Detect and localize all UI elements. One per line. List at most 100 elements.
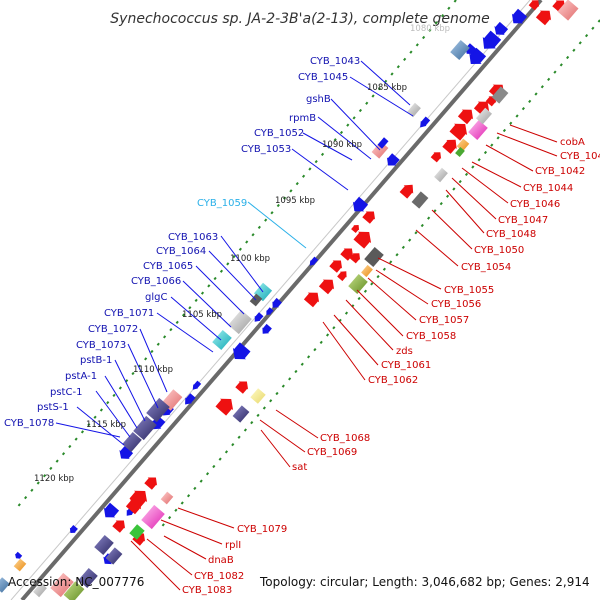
gene-label[interactable]: CYB_1042: [535, 166, 585, 177]
gene-label[interactable]: gshB: [306, 94, 331, 105]
gene-label[interactable]: CYB_1072: [88, 324, 138, 335]
gene-feature-block[interactable]: [13, 558, 27, 572]
gene-arrow-reverse[interactable]: [457, 109, 474, 125]
gene-label[interactable]: pstS-1: [37, 402, 69, 413]
gene-label[interactable]: glgC: [145, 292, 167, 303]
gene-label[interactable]: CYB_1073: [76, 340, 126, 351]
gene-label[interactable]: dnaB: [208, 555, 234, 566]
gene-arrow-reverse[interactable]: [235, 381, 249, 394]
gene-arrow-reverse[interactable]: [303, 292, 320, 308]
gene-label[interactable]: CYB_1052: [254, 128, 304, 139]
gene-feature-block[interactable]: [63, 581, 85, 600]
gene-label-highlight[interactable]: CYB_1059: [197, 198, 247, 209]
gene-arrow-reverse[interactable]: [353, 231, 372, 249]
gene-feature-block[interactable]: [491, 86, 509, 104]
gene-arrow-reverse[interactable]: [485, 96, 497, 107]
gene-arrow-forward[interactable]: [119, 445, 134, 459]
gene-arrow-reverse[interactable]: [351, 225, 360, 233]
gene-label[interactable]: CYB_1057: [419, 315, 469, 326]
gene-feature-block[interactable]: [133, 415, 157, 441]
gene-feature-block[interactable]: [129, 524, 145, 540]
gene-feature-block[interactable]: [250, 388, 266, 404]
gene-feature-block[interactable]: [476, 107, 492, 125]
gene-arrow-reverse[interactable]: [349, 253, 361, 264]
gene-arrow-reverse[interactable]: [337, 271, 347, 282]
gene-feature-block[interactable]: [122, 432, 142, 452]
gene-feature-block[interactable]: [557, 0, 579, 21]
gene-arrow-reverse[interactable]: [129, 490, 148, 508]
gene-feature-block[interactable]: [468, 120, 488, 140]
gene-arrow-reverse[interactable]: [112, 520, 126, 533]
gene-feature-block[interactable]: [450, 40, 470, 60]
gene-arrow-reverse[interactable]: [318, 279, 335, 295]
gene-feature-block[interactable]: [364, 247, 384, 267]
gene-label[interactable]: rplI: [225, 540, 241, 551]
gene-feature-block[interactable]: [146, 397, 170, 423]
gene-feature-block[interactable]: [141, 504, 165, 530]
gene-feature-block[interactable]: [160, 491, 174, 505]
gene-label[interactable]: CYB_1071: [104, 308, 154, 319]
gene-arrow-forward[interactable]: [262, 323, 272, 334]
gene-arrow-forward[interactable]: [494, 21, 509, 35]
gene-label[interactable]: CYB_1068: [320, 433, 370, 444]
gene-arrow-forward[interactable]: [15, 551, 23, 559]
gene-feature-block[interactable]: [105, 547, 123, 565]
gene-label[interactable]: CYB_1061: [381, 360, 431, 371]
gene-feature-block[interactable]: [50, 572, 74, 598]
gene-label[interactable]: CYB_1047: [498, 215, 548, 226]
gene-feature-block[interactable]: [407, 102, 421, 118]
gene-feature-block[interactable]: [232, 405, 250, 423]
gene-label[interactable]: CYB_1041: [560, 151, 600, 162]
gene-arrow-reverse[interactable]: [528, 0, 540, 11]
gene-feature-block[interactable]: [228, 309, 252, 335]
gene-arrow-reverse[interactable]: [329, 260, 343, 273]
gene-arrow-forward[interactable]: [69, 525, 78, 533]
gene-feature-block[interactable]: [78, 568, 98, 588]
gene-feature-block[interactable]: [361, 264, 373, 278]
gene-arrow-forward[interactable]: [352, 196, 369, 212]
gene-label[interactable]: CYB_1050: [474, 245, 524, 256]
gene-label[interactable]: CYB_1063: [168, 232, 218, 243]
gene-feature-block[interactable]: [0, 577, 10, 593]
gene-arrow-forward[interactable]: [254, 312, 264, 322]
gene-arrow-forward[interactable]: [232, 342, 251, 360]
gene-feature-block[interactable]: [212, 330, 232, 350]
gene-label[interactable]: CYB_1044: [523, 183, 573, 194]
gene-arrow-forward[interactable]: [185, 393, 196, 405]
gene-arrow-forward[interactable]: [266, 307, 274, 315]
gene-arrow-forward[interactable]: [272, 297, 282, 308]
gene-arrow-forward[interactable]: [192, 380, 202, 390]
gene-label[interactable]: zds: [396, 346, 413, 357]
gene-arrow-forward[interactable]: [420, 116, 431, 128]
gene-label[interactable]: pstC-1: [50, 387, 82, 398]
gene-label[interactable]: CYB_1056: [431, 299, 481, 310]
gene-arrow-reverse[interactable]: [449, 123, 468, 141]
gene-arrow-reverse[interactable]: [215, 398, 234, 416]
gene-feature-block[interactable]: [348, 274, 368, 294]
gene-label[interactable]: CYB_1053: [241, 144, 291, 155]
gene-label[interactable]: CYB_1043: [310, 56, 360, 67]
gene-feature-block[interactable]: [94, 535, 114, 555]
gene-arrow-forward[interactable]: [386, 153, 400, 166]
gene-arrow-reverse[interactable]: [399, 184, 414, 199]
gene-arrow-forward[interactable]: [465, 43, 477, 55]
gene-arrow-reverse[interactable]: [535, 10, 552, 26]
gene-label[interactable]: CYB_1078: [4, 418, 54, 429]
gene-label[interactable]: CYB_1064: [156, 246, 206, 257]
gene-label[interactable]: CYB_1054: [461, 262, 511, 273]
gene-feature-block[interactable]: [33, 582, 47, 598]
gene-arrow-forward[interactable]: [309, 256, 319, 266]
gene-label[interactable]: CYB_1069: [307, 447, 357, 458]
gene-arrow-reverse[interactable]: [125, 499, 142, 515]
gene-arrow-forward[interactable]: [103, 502, 120, 518]
gene-arrow-forward[interactable]: [511, 8, 528, 24]
gene-label[interactable]: CYB_1083: [182, 585, 232, 596]
gene-feature-block[interactable]: [411, 191, 429, 209]
gene-label[interactable]: CYB_1055: [444, 285, 494, 296]
gene-label[interactable]: CYB_1058: [406, 331, 456, 342]
gene-label[interactable]: CYB_1046: [510, 199, 560, 210]
gene-feature-block[interactable]: [434, 167, 448, 183]
gene-arrow-reverse[interactable]: [362, 211, 376, 224]
gene-label[interactable]: CYB_1065: [143, 261, 193, 272]
gene-arrow-reverse[interactable]: [340, 248, 354, 261]
